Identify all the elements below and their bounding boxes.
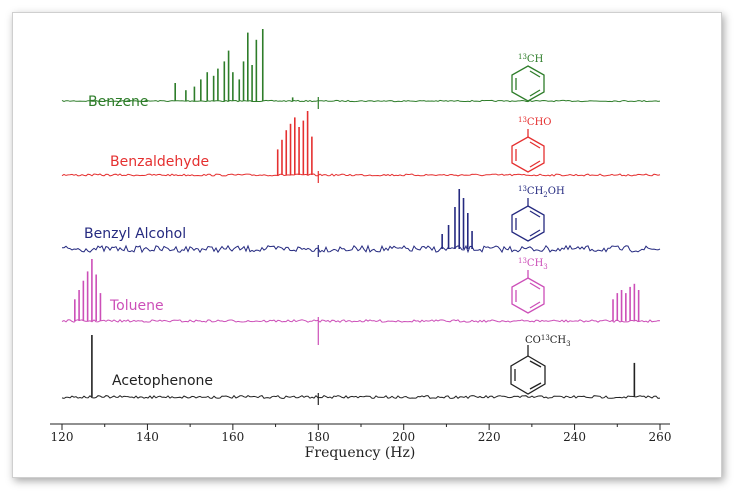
x-tick-label: 240 <box>563 430 586 444</box>
series-label-benzyl-alcohol: Benzyl Alcohol <box>84 226 186 242</box>
x-tick-label: 120 <box>51 430 74 444</box>
acetophenone-formula: CO13CH3 <box>525 334 571 348</box>
x-axis-title: Frequency (Hz) <box>305 445 416 461</box>
x-axis-ticks: 120 140 160 180 200 220 240 260 <box>51 424 672 444</box>
trace-benzyl-alcohol <box>61 244 661 254</box>
benzaldehyde-formula: 13CHO <box>518 116 552 128</box>
toluene-formula: 13CH3 <box>518 257 548 271</box>
x-tick-label: 180 <box>307 430 330 444</box>
series-label-benzene: Benzene <box>88 94 149 110</box>
spectra-traces <box>61 97 661 405</box>
x-tick-label: 260 <box>649 430 672 444</box>
x-tick-label: 140 <box>136 430 159 444</box>
trace-benzaldehyde <box>61 173 661 177</box>
acetophenone-ring-icon <box>510 345 546 395</box>
spectra-peaks <box>74 29 640 397</box>
trace-toluene <box>61 319 661 323</box>
x-tick-label: 200 <box>392 430 415 444</box>
benzyl-alcohol-formula: 13CH2OH <box>518 185 565 199</box>
benzene-ring-icon <box>511 65 545 102</box>
series-label-acetophenone: Acetophenone <box>112 373 213 389</box>
series-label-benzaldehyde: Benzaldehyde <box>110 154 209 170</box>
trace-acetophenone <box>61 394 661 400</box>
benzaldehyde-ring-icon <box>511 129 545 173</box>
figure-frame <box>12 12 722 478</box>
benzene-formula: 13CH <box>518 53 544 65</box>
x-tick-label: 160 <box>221 430 244 444</box>
x-tick-label: 220 <box>478 430 501 444</box>
trace-benzene <box>61 99 661 103</box>
series-label-toluene: Toluene <box>109 298 164 314</box>
benzyl-alcohol-ring-icon <box>511 198 545 242</box>
toluene-ring-icon <box>511 270 545 314</box>
